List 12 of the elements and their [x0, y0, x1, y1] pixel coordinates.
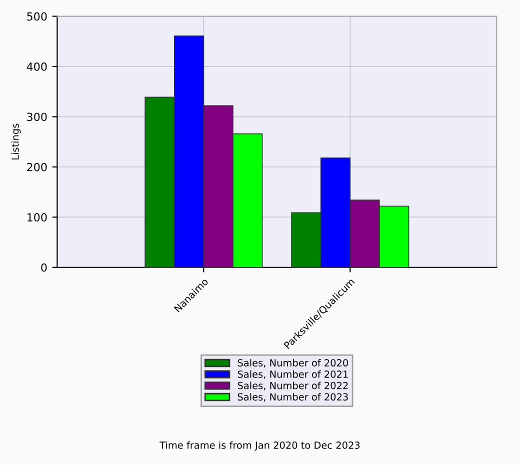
y-tick-label: 500: [27, 12, 47, 21]
text: Time frame is from Jan 2020 to Dec 2023: [160, 441, 360, 451]
y-tick-label: 200: [27, 162, 47, 172]
y-tick-label: 300: [27, 112, 47, 122]
y-tick-label: 100: [27, 213, 47, 222]
y-tick-label: 400: [26, 62, 47, 71]
legend-label: Sales, Number of 2020: [238, 358, 348, 368]
legend-label: Sales, Number of 2023: [238, 393, 348, 402]
legend-label: Sales, Number of 2022: [238, 382, 348, 390]
y-tick-label: 0: [41, 263, 47, 272]
y-axis-title: Listings: [11, 124, 21, 160]
legend-label: Sales, Number of 2021: [238, 370, 348, 379]
